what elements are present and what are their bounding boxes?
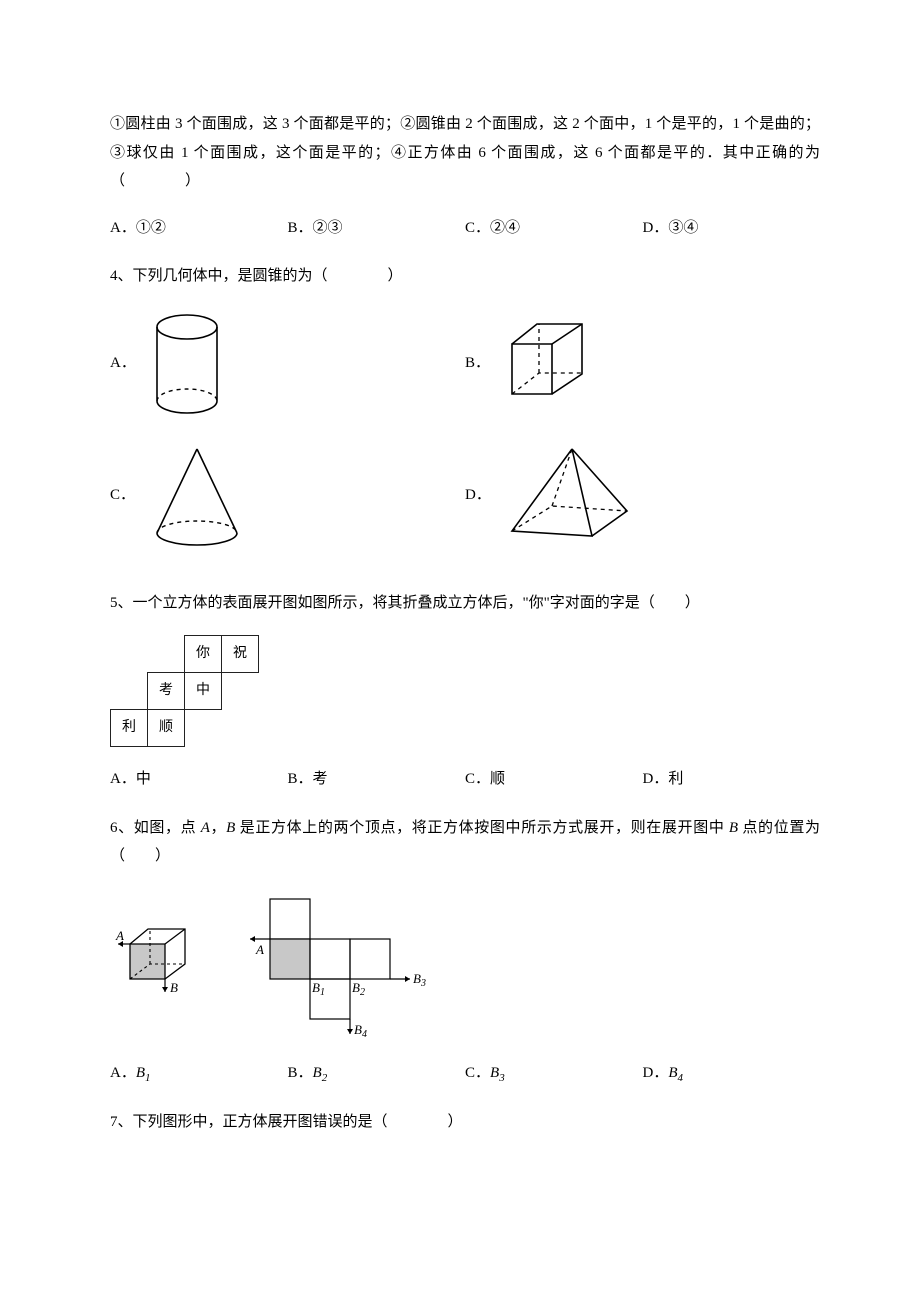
q3-opt-c: C．②④ xyxy=(465,214,643,243)
q6-opt-c: C．B3 xyxy=(465,1059,643,1089)
q7-text: 7、下列图形中，正方体展开图错误的是（ ） xyxy=(110,1108,820,1137)
q4-label-c: C． xyxy=(110,481,134,510)
q4-label-a: A． xyxy=(110,349,134,378)
net-cell: 祝 xyxy=(222,636,259,673)
q3-opt-d: D．③④ xyxy=(643,214,821,243)
svg-text:A: A xyxy=(255,942,264,957)
svg-text:B2: B2 xyxy=(352,980,365,998)
q5-opt-c: C．顺 xyxy=(465,765,643,794)
q6-text: 6、如图，点 A，B 是正方体上的两个顶点，将正方体按图中所示方式展开，则在展开… xyxy=(110,814,820,871)
q3-options: A．①② B．②③ C．②④ D．③④ xyxy=(110,214,820,243)
pyramid-icon xyxy=(497,441,637,551)
q4-text: 4、下列几何体中，是圆锥的为（ ） xyxy=(110,262,820,291)
cylinder-icon xyxy=(142,309,232,419)
q5-opt-d: D．利 xyxy=(643,765,821,794)
q6-cube-icon: A B xyxy=(110,914,210,1014)
cone-icon xyxy=(142,441,252,551)
svg-text:B3: B3 xyxy=(413,971,426,989)
q3-opt-b: B．②③ xyxy=(288,214,466,243)
q4-label-b: B． xyxy=(465,349,489,378)
q6-options: A．B1 B．B2 C．B3 D．B4 xyxy=(110,1059,820,1089)
q6-opt-b: B．B2 xyxy=(288,1059,466,1089)
q5-opt-b: B．考 xyxy=(288,765,466,794)
q3-opt-a: A．①② xyxy=(110,214,288,243)
q6-net-icon: A B1 B2 B3 B4 xyxy=(220,889,480,1039)
q6-figure: A B A B1 B2 B3 B4 xyxy=(110,889,820,1039)
q5-net: 你 祝 考 中 利 顺 xyxy=(110,635,259,747)
net-cell: 你 xyxy=(185,636,222,673)
q4-figures: A． B． C． D． xyxy=(110,309,820,573)
net-cell: 考 xyxy=(148,673,185,710)
q6-opt-d: D．B4 xyxy=(643,1059,821,1089)
svg-text:B: B xyxy=(170,980,178,995)
net-cell: 中 xyxy=(185,673,222,710)
q5-opt-a: A．中 xyxy=(110,765,288,794)
q4-label-d: D． xyxy=(465,481,489,510)
q5-text: 5、一个立方体的表面展开图如图所示，将其折叠成立方体后，"你"字对面的字是（ ） xyxy=(110,589,820,618)
q3-text: ①圆柱由 3 个面围成，这 3 个面都是平的；②圆锥由 2 个面围成，这 2 个… xyxy=(110,110,820,196)
svg-text:B1: B1 xyxy=(312,980,325,998)
net-cell: 利 xyxy=(111,710,148,747)
cube-icon xyxy=(497,319,597,409)
net-cell: 顺 xyxy=(148,710,185,747)
q6-opt-a: A．B1 xyxy=(110,1059,288,1089)
svg-text:B4: B4 xyxy=(354,1022,367,1039)
svg-text:A: A xyxy=(115,928,124,943)
q5-options: A．中 B．考 C．顺 D．利 xyxy=(110,765,820,794)
